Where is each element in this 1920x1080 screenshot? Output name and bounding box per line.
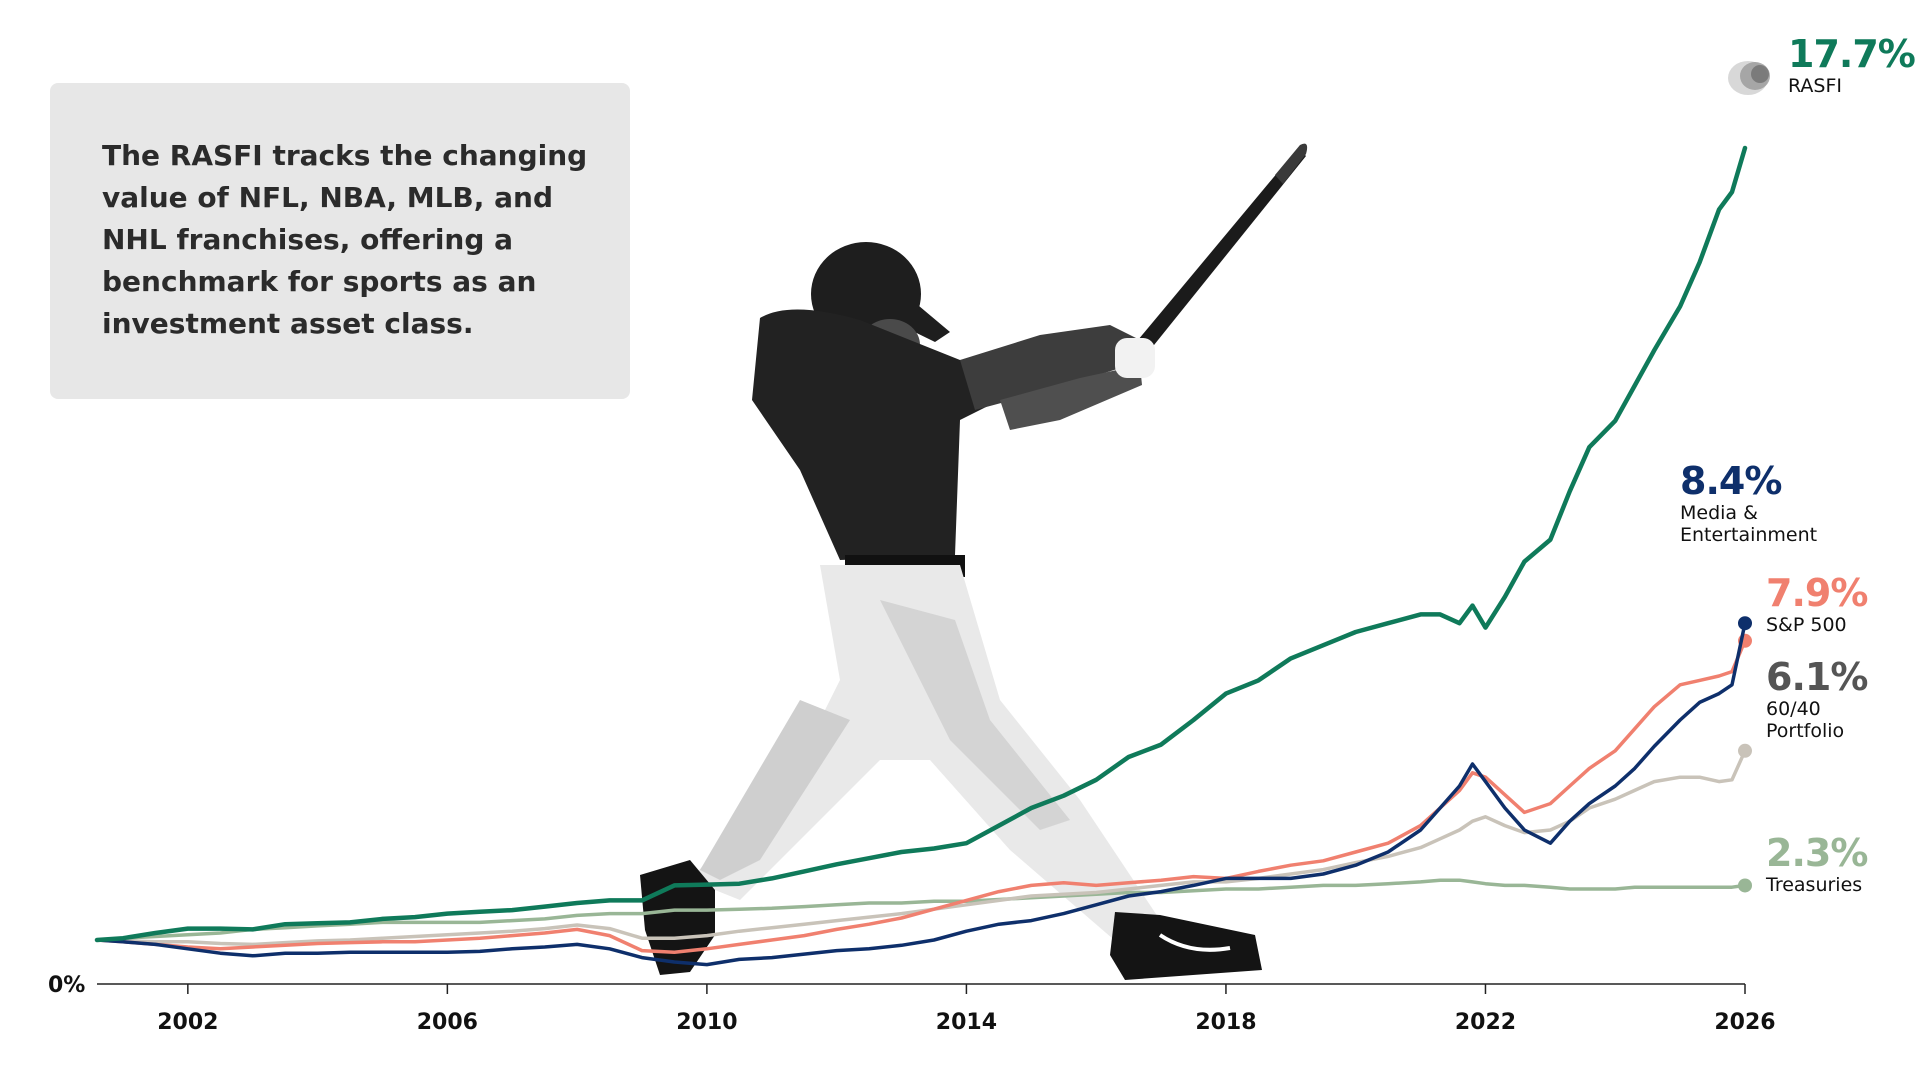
- label-treasuries: 2.3% Treasuries: [1766, 831, 1868, 896]
- y-tick-label: 0%: [48, 973, 85, 998]
- x-tick-label: 2002: [157, 1010, 218, 1035]
- series-line-sixty: [95, 749, 1747, 947]
- axes: 0% 2002 2006 2010 2014 2018 2022 2026: [48, 973, 1776, 1035]
- name-treasuries: Treasuries: [1766, 874, 1863, 896]
- value-rasfi: 17.7%: [1788, 32, 1916, 76]
- series-line-media: [95, 621, 1747, 967]
- baseball-batter-image: [640, 143, 1308, 980]
- name-sixty-forty: 60/40 Portfolio: [1766, 698, 1845, 742]
- x-tick-label: 2018: [1195, 1010, 1256, 1035]
- x-tick-label: 2010: [676, 1010, 737, 1035]
- series-line-sp500: [95, 639, 1747, 955]
- series-line-treas: [95, 878, 1747, 942]
- value-sp500: 7.9%: [1766, 571, 1868, 615]
- label-rasfi: 17.7% RASFI: [1788, 32, 1916, 97]
- value-treasuries: 2.3%: [1766, 831, 1868, 875]
- x-tick-label: 2026: [1714, 1010, 1775, 1035]
- series-endpoint-treas: [1738, 878, 1752, 893]
- name-media: Media & Entertainment: [1680, 502, 1818, 546]
- label-sp500: 7.9% S&P 500: [1766, 571, 1868, 636]
- x-tick-label: 2022: [1455, 1010, 1516, 1035]
- series-endpoint-media: [1738, 616, 1752, 631]
- baseball-icon: [1728, 61, 1770, 95]
- label-media: 8.4% Media & Entertainment: [1680, 460, 1817, 546]
- series-lines: [94, 145, 1752, 967]
- description-callout: The RASFI tracks the changing value of N…: [50, 83, 630, 399]
- series-line-rasfi: [94, 145, 1748, 943]
- name-rasfi: RASFI: [1788, 75, 1843, 97]
- series-endpoint-sixty: [1738, 743, 1752, 758]
- value-media: 8.4%: [1680, 459, 1782, 503]
- label-sixty-forty: 6.1% 60/40 Portfolio: [1766, 655, 1868, 742]
- value-sixty-forty: 6.1%: [1766, 655, 1868, 699]
- x-tick-label: 2006: [417, 1010, 478, 1035]
- description-text: The RASFI tracks the changing value of N…: [102, 139, 588, 340]
- name-sp500: S&P 500: [1766, 614, 1847, 636]
- x-tick-label: 2014: [936, 1010, 997, 1035]
